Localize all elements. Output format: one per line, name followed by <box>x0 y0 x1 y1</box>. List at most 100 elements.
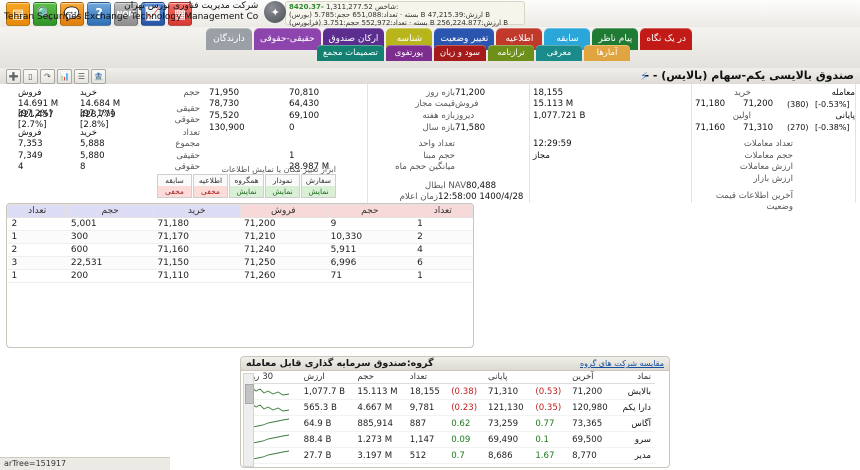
gcol-symbol: نماد <box>615 371 655 384</box>
toggle-4[interactable]: اطلاعیه مخفی <box>193 174 228 198</box>
column-icon[interactable]: ▯ <box>23 69 38 84</box>
tab-1[interactable]: آمارها <box>584 45 630 61</box>
chart-icon[interactable]: 📊 <box>57 69 72 84</box>
tab-4[interactable]: سود و زیان <box>433 45 486 61</box>
tab-7[interactable]: ارکان صندوق <box>322 28 385 50</box>
toggle-state[interactable]: مخفی <box>158 186 191 197</box>
stats-volume-label-row: حجم معاملات <box>692 150 855 162</box>
range-week-row: 69,100 75,520 <box>200 110 367 122</box>
tab-6[interactable]: تصمیمات مجمع <box>316 45 384 61</box>
help-icon[interactable]: ? <box>87 2 111 26</box>
group-panel-title: گروه:صندوق سرمایه گذاری قابل معامله <box>246 358 434 369</box>
group-symbol[interactable]: آگاس <box>615 415 655 432</box>
group-row[interactable]: دارا یکم 120,980 (0.35) 121,130 (0.23) 9,781 4… <box>243 399 655 416</box>
group-row[interactable]: سرو 69,500 0.1 69,490 0.09 1,147 1.273 M 88.4 B <box>243 431 655 448</box>
trades-count-value: 18,155 <box>533 87 564 98</box>
nom-icon[interactable]: NOM <box>114 2 138 26</box>
sell-count-legal: 4 <box>18 162 24 173</box>
legal-label: حقوقی <box>174 115 200 126</box>
toggle-2[interactable]: نمودار نمایش <box>265 174 300 198</box>
tab-9[interactable]: دارندگان <box>205 28 252 50</box>
group-sparkline <box>243 415 300 432</box>
order-book-row[interactable]: 2 10,330 71,210 71,170 300 1 <box>7 230 473 244</box>
ob-buy-volume: 22,531 <box>66 256 154 270</box>
search-icon[interactable]: 🔍 <box>33 2 57 26</box>
order-book-panel: تعداد حجم فروش خرید حجم تعداد 1 9 71,200 71… <box>6 203 474 348</box>
group-volume: 885,914 <box>353 415 406 432</box>
toggle-state[interactable]: مخفی <box>194 186 227 197</box>
chat-icon[interactable]: 💬 <box>60 2 84 26</box>
ob-sell-count: 1 <box>413 269 473 283</box>
add-icon[interactable]: ➕ <box>6 69 21 84</box>
order-book-row[interactable]: 1 9 71,200 71,180 5,001 2 <box>7 217 473 231</box>
tab-3[interactable]: سابقه <box>544 28 591 50</box>
group-scrollbar-thumb[interactable] <box>245 384 254 404</box>
price-sell-row: 71,200 بازه روز <box>368 87 529 99</box>
tab-8[interactable]: حقیقی-حقوقی <box>253 28 321 50</box>
bars-icon[interactable]: ▦ <box>168 2 192 26</box>
toggle-title: اطلاعیه <box>198 176 223 185</box>
group-close-price: 8,686 <box>484 447 532 464</box>
tab-5[interactable]: تغییر وضعیت <box>434 28 495 50</box>
bolt-icon: ⚡ <box>640 70 648 83</box>
toggle-state[interactable]: نمایش <box>230 186 263 197</box>
group-close-pct: (0.38) <box>447 383 484 400</box>
group-row[interactable]: مدیر 8,770 1.67 8,686 0.7 512 3.197 M 27.7 B <box>243 447 655 464</box>
group-symbol[interactable]: سرو <box>615 431 655 448</box>
tab-5[interactable]: پورتفوی <box>385 45 432 61</box>
ob-sell-price: 71,200 <box>240 217 327 231</box>
toggle-state[interactable]: نمایش <box>266 186 299 197</box>
sell-legal-volume: 421,457 [2.7%] <box>18 110 54 131</box>
close-price-change: (270) <box>787 123 809 133</box>
toggle-title: سابقه <box>165 176 184 185</box>
stats-volume-row: 15.113 M <box>530 99 691 111</box>
index-headline: 8420.37- 1,311,277.52 شاخص: <box>289 3 521 11</box>
order-book-row[interactable]: 1 71 71,260 71,110 200 1 <box>7 269 473 283</box>
group-compare-link[interactable]: مقایسه شرکت های گروه <box>579 359 664 368</box>
group-symbol[interactable]: بالایش <box>615 383 655 400</box>
tab-2[interactable]: پیام ناظر <box>592 28 639 50</box>
group-row[interactable]: بالایش 71,200 (0.53) 71,310 (0.38) 18,155 15.1… <box>243 383 655 400</box>
bank-icon[interactable]: 🏦 <box>91 69 106 84</box>
grid-icon[interactable]: ▤ <box>6 2 30 26</box>
tab-4[interactable]: اطلاعیه <box>496 28 543 50</box>
group-volume: 3.197 M <box>353 447 406 464</box>
export-icon[interactable]: ↷ <box>40 69 55 84</box>
ob-sell-price: 71,250 <box>240 256 327 270</box>
toggle-3[interactable]: همگروه نمایش <box>229 174 264 198</box>
unit-count-value-row <box>200 138 367 150</box>
brand-block: شرکت مدیریت فناوری بورس تهران Tehran Sec… <box>4 1 287 23</box>
col-sell-count: تعداد <box>412 204 473 218</box>
tab-2[interactable]: معرفی <box>536 45 582 61</box>
toggle-1[interactable]: سفارش نمایش <box>301 174 336 198</box>
list-icon[interactable]: ☰ <box>74 69 89 84</box>
last-trade-pct: [-0.53%] <box>815 99 850 109</box>
stats-trades-label-row: تعداد معاملات <box>692 138 855 150</box>
toggle-state[interactable]: نمایش <box>302 186 335 197</box>
buy-real-volume: 14.684 M [97.1%] <box>80 98 121 119</box>
tab-1[interactable]: در یک نگاه <box>640 28 692 50</box>
base-volume-label: حجم مبنا <box>423 150 455 161</box>
order-book-row[interactable]: 4 5,911 71,240 71,160 600 2 <box>7 243 473 257</box>
tab-3[interactable]: ترازنامه <box>488 45 534 61</box>
close-price-row: [-0.38%] (270) 71,310 71,160 <box>692 122 855 134</box>
group-symbol[interactable]: مدیر <box>615 447 655 464</box>
book-icon[interactable]: 📈 <box>141 2 165 26</box>
stats-trades-row: 18,155 <box>530 87 691 99</box>
base-volume-value: 1 <box>289 150 295 161</box>
group-last-pct: 1.67 <box>531 447 569 464</box>
close-price-label: پایانی <box>835 110 855 121</box>
group-scrollbar[interactable] <box>243 373 254 467</box>
group-row[interactable]: آگاس 73,365 0.77 73,259 0.62 887 885,914 64.9 B <box>243 415 655 432</box>
toggle-5[interactable]: سابقه مخفی <box>157 174 192 198</box>
order-book-row[interactable]: 6 6,996 71,250 71,150 22,531 3 <box>7 256 473 270</box>
group-header-row: نماد آخرین پایانی تعداد حجم ارزش 30 روز <box>243 371 655 384</box>
market-row-farabourse: (فرابورس) بسته · تعداد:552,972 حجم:3.751… <box>289 19 509 27</box>
last-info-time-row: 12:29:59 <box>530 138 691 150</box>
tab-6[interactable]: شناسه <box>386 28 433 50</box>
trade-stats-values-panel: 18,155 15.113 M 1,077.721 B 12:29:59 <box>530 84 692 203</box>
year-label-row: 71,580 بازه سال <box>368 122 529 134</box>
allowed-range-label: قیمت مجاز <box>415 99 455 110</box>
last-trade-row: [-0.53%] (380) 71,200 71,180 <box>692 99 855 111</box>
group-symbol[interactable]: دارا یکم <box>615 399 655 416</box>
